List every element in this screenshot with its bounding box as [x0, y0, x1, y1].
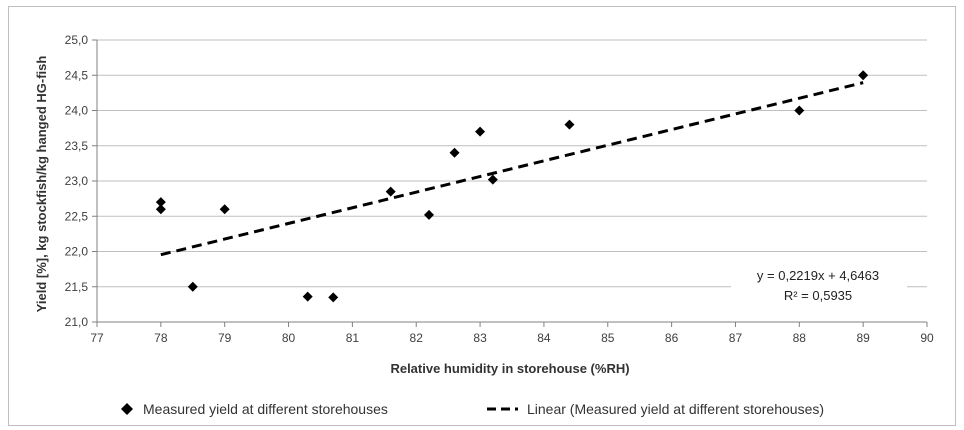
- data-point: [794, 105, 805, 116]
- trendline: [160, 81, 864, 257]
- x-tick-label: 84: [537, 331, 551, 345]
- y-axis-title: Yield [%], kg stockfish/kg hanged HG-fis…: [34, 56, 49, 313]
- y-tick-label: 21,5: [65, 280, 89, 294]
- x-tick-label: 82: [410, 331, 424, 345]
- data-point: [475, 126, 486, 137]
- data-point: [155, 204, 166, 215]
- x-tick-label: 83: [473, 331, 487, 345]
- x-tick-label: 87: [729, 331, 743, 345]
- legend-marker-diamond: [121, 403, 133, 415]
- axes: [92, 39, 928, 327]
- data-point: [155, 197, 166, 208]
- y-tick-label: 24,5: [65, 68, 89, 82]
- y-tick-label: 23,5: [65, 139, 89, 153]
- data-point: [487, 174, 498, 185]
- data-points: [155, 70, 869, 303]
- data-point: [424, 209, 434, 220]
- x-tick-label: 85: [601, 331, 615, 345]
- x-tick-label: 80: [282, 331, 296, 345]
- x-tick-label: 79: [218, 331, 232, 345]
- x-tick-label: 81: [346, 331, 360, 345]
- gridlines: [97, 39, 927, 288]
- x-tick-label: 86: [665, 331, 679, 345]
- data-point: [187, 281, 198, 292]
- x-tick-labels: 77 78 79 80 81 82 83 84 85 86 87 88 89 90: [90, 331, 934, 345]
- y-tick-label: 23,0: [65, 174, 89, 188]
- data-point: [328, 292, 339, 303]
- y-tick-label: 22,5: [65, 209, 89, 223]
- x-tick-label: 89: [856, 331, 870, 345]
- data-point: [858, 70, 869, 81]
- data-point: [564, 119, 575, 130]
- y-tick-labels: 21,0 21,5 22,0 22,5 23,0 23,5 24,0 24,5 25,0: [65, 33, 89, 329]
- data-point: [219, 204, 230, 215]
- x-tick-label: 77: [90, 331, 104, 345]
- data-point: [385, 186, 396, 197]
- y-tick-label: 24,0: [65, 104, 89, 118]
- trendline-layer: [160, 81, 864, 257]
- x-tick-label: 90: [920, 331, 934, 345]
- legend-label-measured: Measured yield at different storehouses: [143, 401, 388, 417]
- trendline-equation: y = 0,2219x + 4,6463: [757, 268, 879, 283]
- equation-background: [731, 263, 907, 309]
- y-tick-label: 22,0: [65, 245, 89, 259]
- x-tick-label: 78: [154, 331, 168, 345]
- y-tick-label: 21,0: [65, 315, 89, 329]
- trendline-r-squared: R² = 0,5935: [784, 288, 852, 303]
- legend: Measured yield at different storehouses …: [121, 401, 824, 417]
- y-tick-label: 25,0: [65, 33, 89, 47]
- x-axis-title: Relative humidity in storehouse (%RH): [390, 361, 629, 376]
- data-point: [302, 291, 313, 302]
- x-tick-label: 88: [793, 331, 807, 345]
- data-point: [449, 147, 460, 158]
- trendline-equation-box: y = 0,2219x + 4,6463 R² = 0,5935: [731, 263, 907, 309]
- legend-label-linear: Linear (Measured yield at different stor…: [527, 401, 824, 417]
